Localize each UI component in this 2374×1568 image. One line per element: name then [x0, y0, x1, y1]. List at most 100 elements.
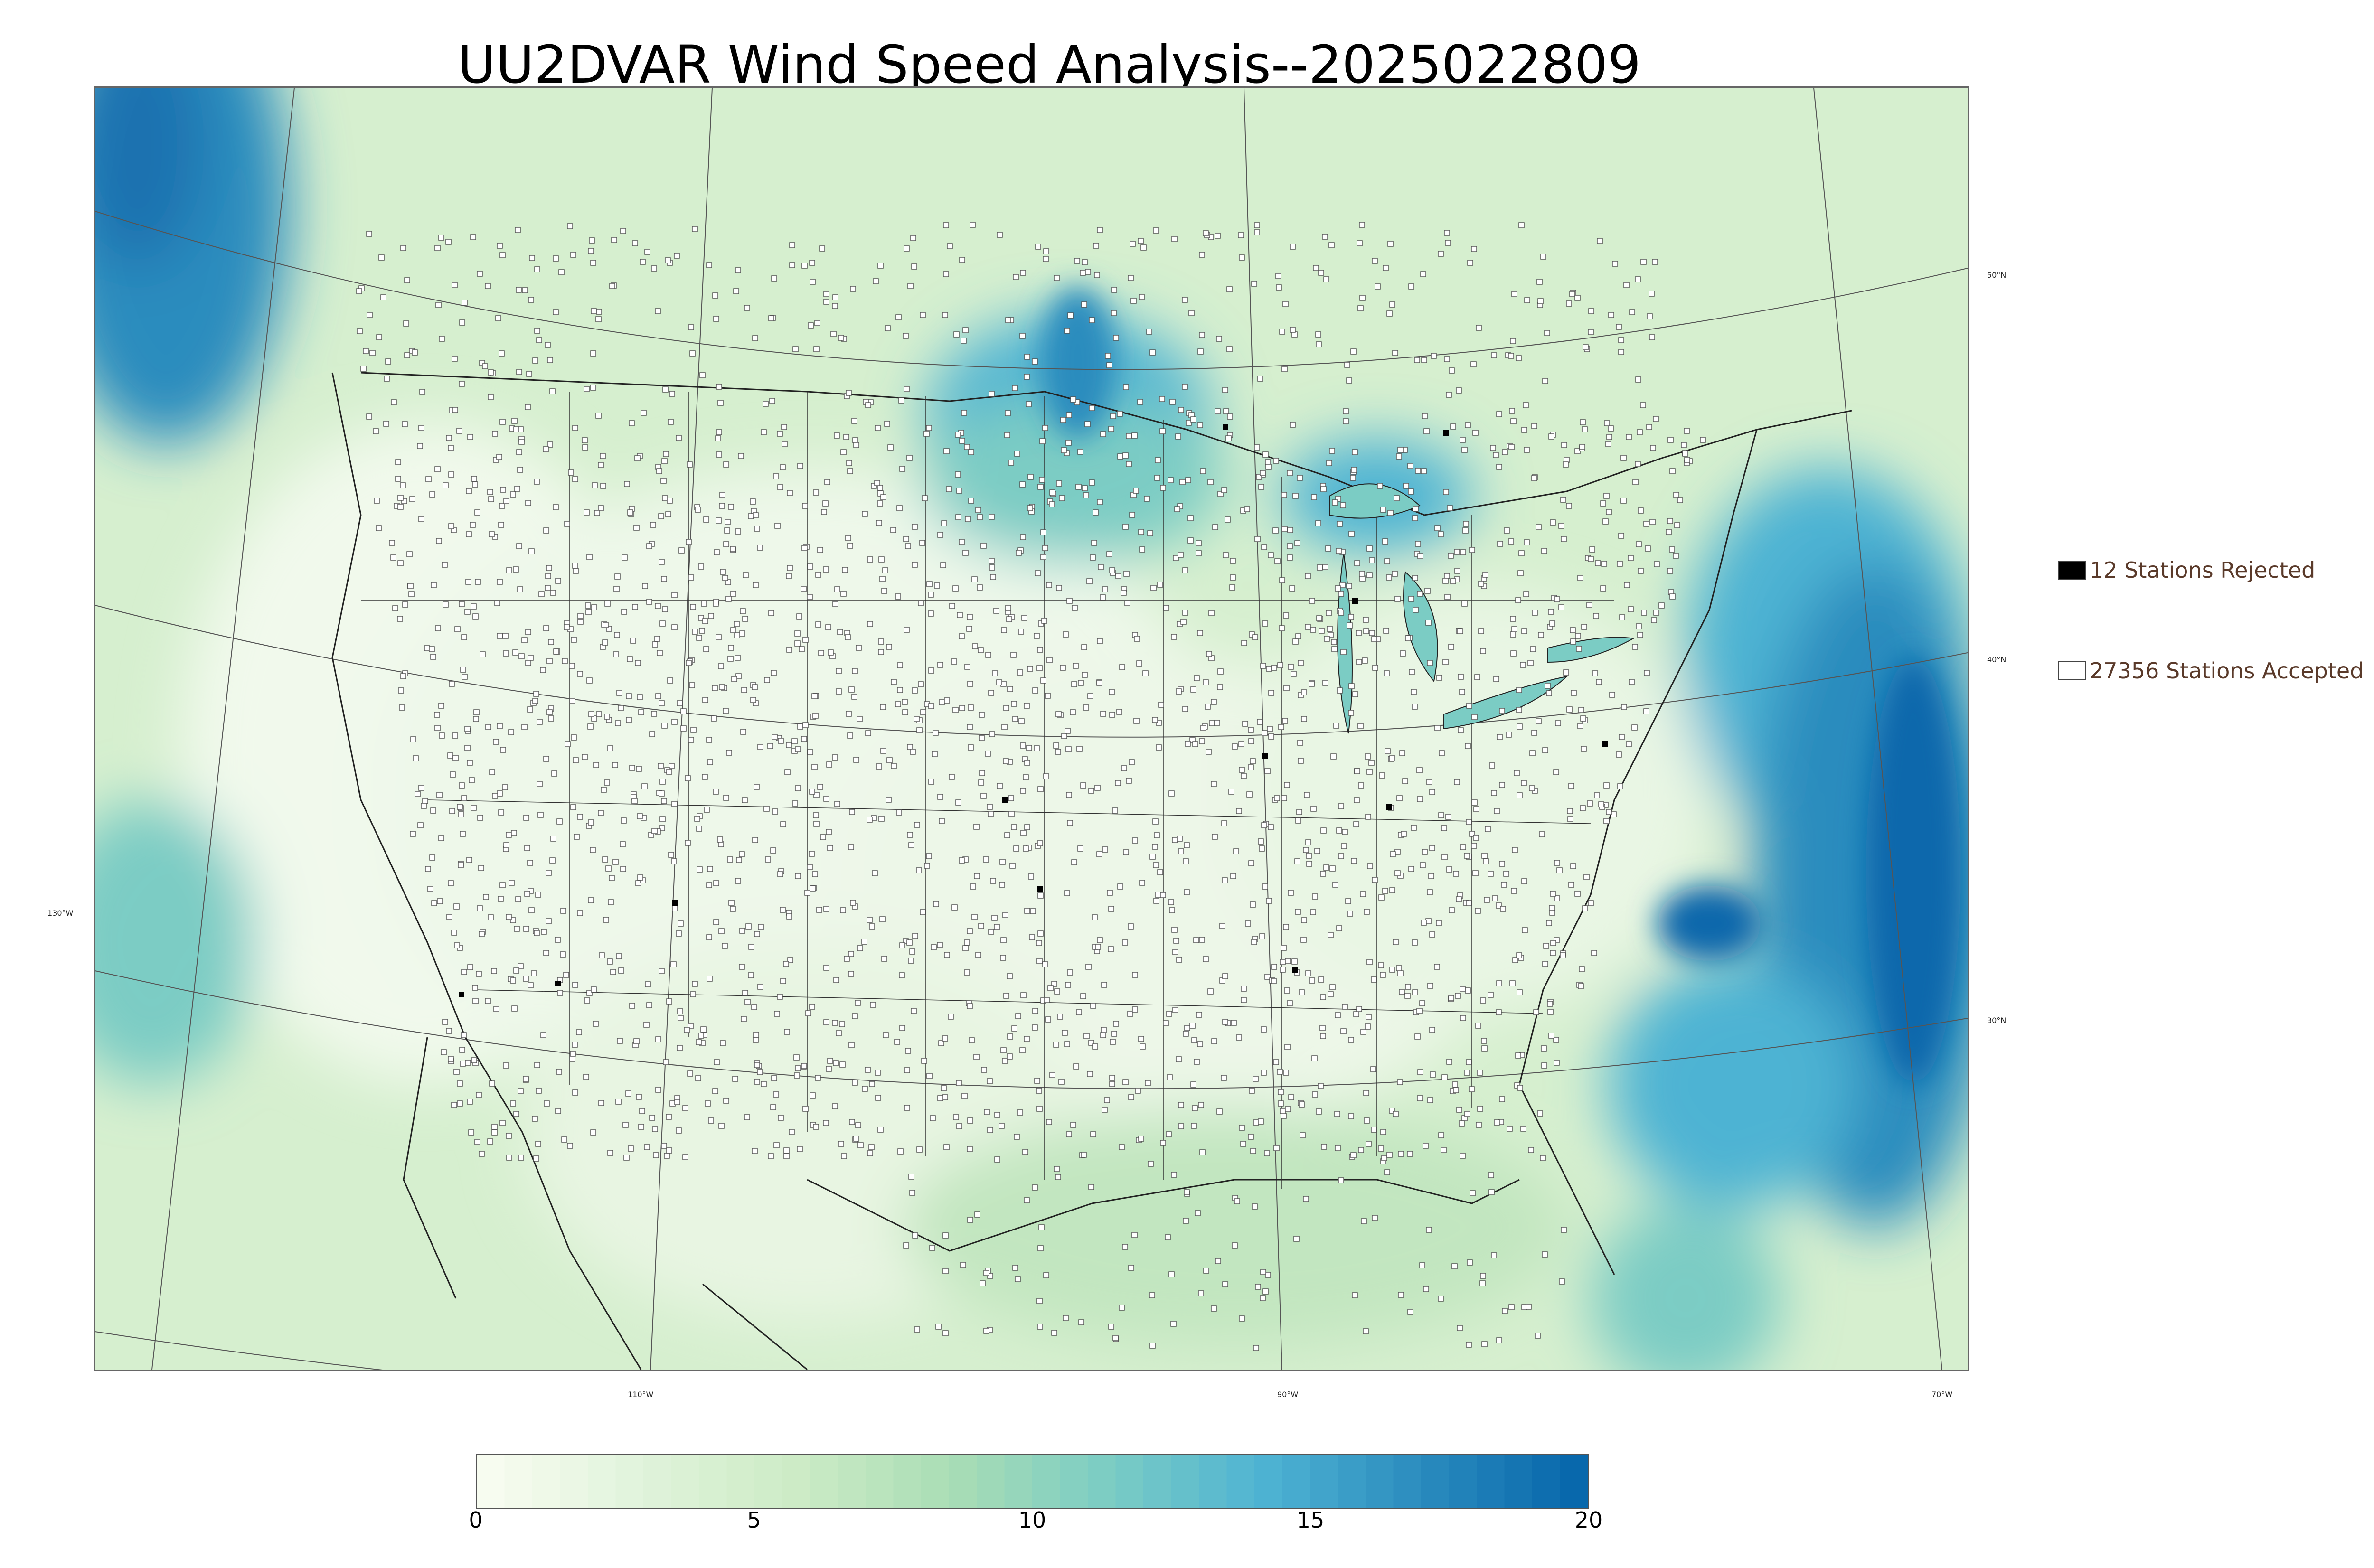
- station-accepted-marker: [1122, 1079, 1129, 1085]
- station-accepted-marker: [1499, 708, 1505, 714]
- station-accepted-marker: [1239, 254, 1245, 261]
- station-accepted-marker: [807, 594, 813, 600]
- station-accepted-marker: [514, 926, 520, 932]
- wind-speed-map[interactable]: [94, 86, 1969, 1371]
- station-accepted-marker: [523, 976, 529, 982]
- station-accepted-marker: [1067, 969, 1073, 976]
- station-accepted-marker: [700, 1026, 707, 1033]
- station-accepted-marker: [1261, 1070, 1267, 1076]
- station-accepted-marker: [434, 712, 440, 718]
- station-accepted-marker: [1239, 1315, 1245, 1322]
- station-accepted-marker: [1588, 900, 1594, 906]
- station-accepted-marker: [823, 796, 829, 802]
- station-accepted-marker: [462, 674, 468, 680]
- station-accepted-marker: [1085, 269, 1091, 275]
- station-accepted-marker: [1136, 660, 1142, 667]
- station-accepted-marker: [1139, 880, 1145, 886]
- station-accepted-marker: [1005, 605, 1011, 611]
- station-accepted-marker: [1380, 507, 1386, 513]
- station-accepted-marker: [1086, 578, 1093, 584]
- station-accepted-marker: [590, 385, 596, 391]
- station-accepted-marker: [834, 801, 840, 807]
- station-accepted-marker: [1083, 704, 1089, 711]
- station-accepted-marker: [1364, 909, 1370, 915]
- station-accepted-marker: [978, 779, 984, 786]
- station-accepted-marker: [832, 294, 838, 300]
- station-accepted-marker: [1078, 680, 1084, 686]
- accepted-swatch: [2058, 661, 2086, 680]
- station-accepted-marker: [1020, 992, 1027, 998]
- station-accepted-marker: [1310, 627, 1316, 633]
- station-accepted-marker: [928, 779, 934, 785]
- station-accepted-marker: [1419, 1000, 1425, 1006]
- station-accepted-marker: [1340, 1028, 1347, 1034]
- station-accepted-marker: [1628, 555, 1634, 561]
- station-accepted-marker: [1520, 1126, 1526, 1132]
- station-accepted-marker: [439, 732, 445, 739]
- station-accepted-marker: [1326, 460, 1332, 466]
- station-accepted-marker: [1196, 550, 1202, 556]
- station-accepted-marker: [640, 259, 646, 265]
- station-accepted-marker: [1183, 1218, 1189, 1224]
- station-accepted-marker: [1508, 444, 1515, 450]
- station-accepted-marker: [895, 701, 901, 707]
- station-accepted-marker: [1046, 657, 1053, 663]
- lon-label-110: 110°W: [628, 1390, 654, 1399]
- station-accepted-marker: [1063, 1315, 1069, 1321]
- station-accepted-marker: [653, 1152, 659, 1158]
- station-accepted-marker: [1206, 749, 1212, 755]
- station-accepted-marker: [1004, 832, 1010, 838]
- station-accepted-marker: [1358, 1147, 1364, 1153]
- station-accepted-marker: [1101, 982, 1107, 988]
- station-accepted-marker: [714, 549, 720, 555]
- station-accepted-marker: [1393, 939, 1399, 945]
- station-accepted-marker: [1259, 845, 1265, 852]
- station-accepted-marker: [1401, 831, 1407, 837]
- station-accepted-marker: [1261, 544, 1267, 550]
- station-accepted-marker: [912, 1232, 918, 1239]
- station-accepted-marker: [620, 841, 626, 847]
- station-accepted-marker: [813, 489, 819, 496]
- station-accepted-marker: [926, 1073, 933, 1079]
- station-accepted-marker: [840, 591, 847, 597]
- station-accepted-marker: [590, 350, 596, 357]
- station-accepted-marker: [1314, 848, 1320, 854]
- station-accepted-marker: [1411, 825, 1417, 831]
- station-accepted-marker: [885, 325, 891, 331]
- station-accepted-marker: [546, 709, 553, 715]
- station-accepted-marker: [919, 540, 925, 546]
- station-accepted-marker: [1629, 679, 1635, 685]
- colorbar-segment: [1254, 1455, 1283, 1508]
- station-accepted-marker: [1046, 1119, 1052, 1125]
- station-accepted-marker: [1480, 997, 1486, 1004]
- station-accepted-marker: [1266, 666, 1272, 672]
- station-accepted-marker: [1129, 512, 1135, 518]
- station-accepted-marker: [754, 526, 760, 532]
- station-accepted-marker: [1309, 681, 1315, 687]
- station-accepted-marker: [1106, 551, 1112, 557]
- station-accepted-marker: [376, 525, 382, 531]
- station-accepted-marker: [1284, 1044, 1291, 1050]
- station-accepted-marker: [1264, 768, 1271, 774]
- station-accepted-marker: [543, 950, 549, 956]
- station-accepted-marker: [1459, 1120, 1465, 1127]
- station-accepted-marker: [840, 907, 846, 913]
- station-accepted-marker: [1064, 890, 1070, 896]
- station-accepted-marker: [1316, 1108, 1322, 1115]
- station-accepted-marker: [527, 706, 533, 713]
- station-accepted-marker: [1574, 295, 1581, 301]
- station-accepted-marker: [1187, 515, 1194, 521]
- station-accepted-marker: [708, 613, 714, 619]
- station-accepted-marker: [1245, 920, 1251, 927]
- station-accepted-marker: [1548, 433, 1554, 440]
- station-accepted-marker: [577, 814, 583, 820]
- station-accepted-marker: [1280, 1108, 1286, 1114]
- station-accepted-marker: [1560, 952, 1566, 958]
- station-accepted-marker: [363, 348, 369, 354]
- station-accepted-marker: [1116, 709, 1122, 715]
- station-accepted-marker: [1371, 976, 1377, 983]
- station-accepted-marker: [488, 914, 494, 920]
- station-accepted-marker: [1578, 983, 1584, 989]
- station-accepted-marker: [1197, 348, 1204, 355]
- station-accepted-marker: [1684, 428, 1690, 434]
